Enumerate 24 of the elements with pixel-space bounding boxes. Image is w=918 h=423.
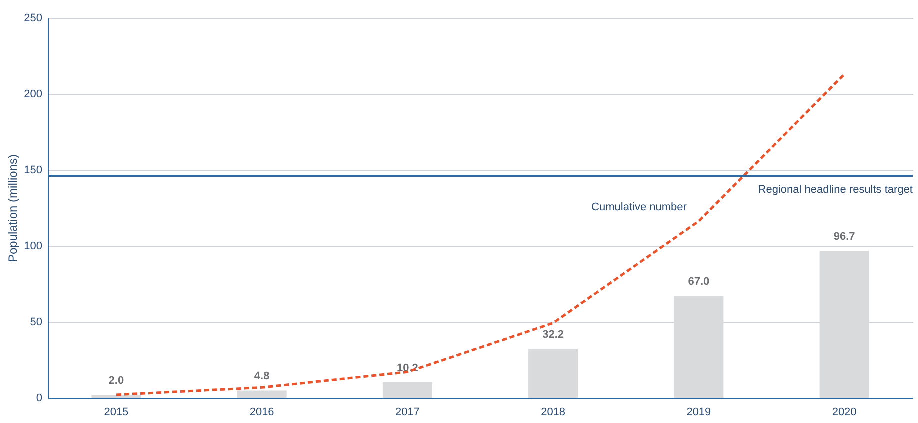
y-axis-title: Population (millions) [6,154,20,263]
y-tick-label: 150 [24,164,42,176]
bar [382,382,432,398]
y-tick-label: 100 [24,240,42,252]
bar [237,390,287,398]
data-label: 32.2 [542,329,564,342]
bar [92,394,142,398]
data-label: 2.0 [108,374,124,387]
y-tick-label: 250 [24,12,42,24]
series-label: Cumulative number [592,201,688,214]
bar [528,349,578,398]
x-tick-label: 2015 [104,406,129,418]
ref-line-label: Regional headline results target [758,184,913,196]
x-tick-label: 2017 [395,406,420,418]
data-label: 4.8 [254,370,270,383]
x-tick-label: 2018 [541,406,566,418]
data-label: 96.7 [834,231,856,244]
x-tick-label: 2019 [686,406,712,418]
y-tick-label: 50 [30,316,42,328]
data-label: 67.0 [688,276,710,288]
x-tick-label: 2020 [832,406,857,418]
y-tick-label: 200 [24,88,42,100]
x-tick-label: 2016 [250,406,274,418]
y-tick-label: 0 [36,392,42,404]
